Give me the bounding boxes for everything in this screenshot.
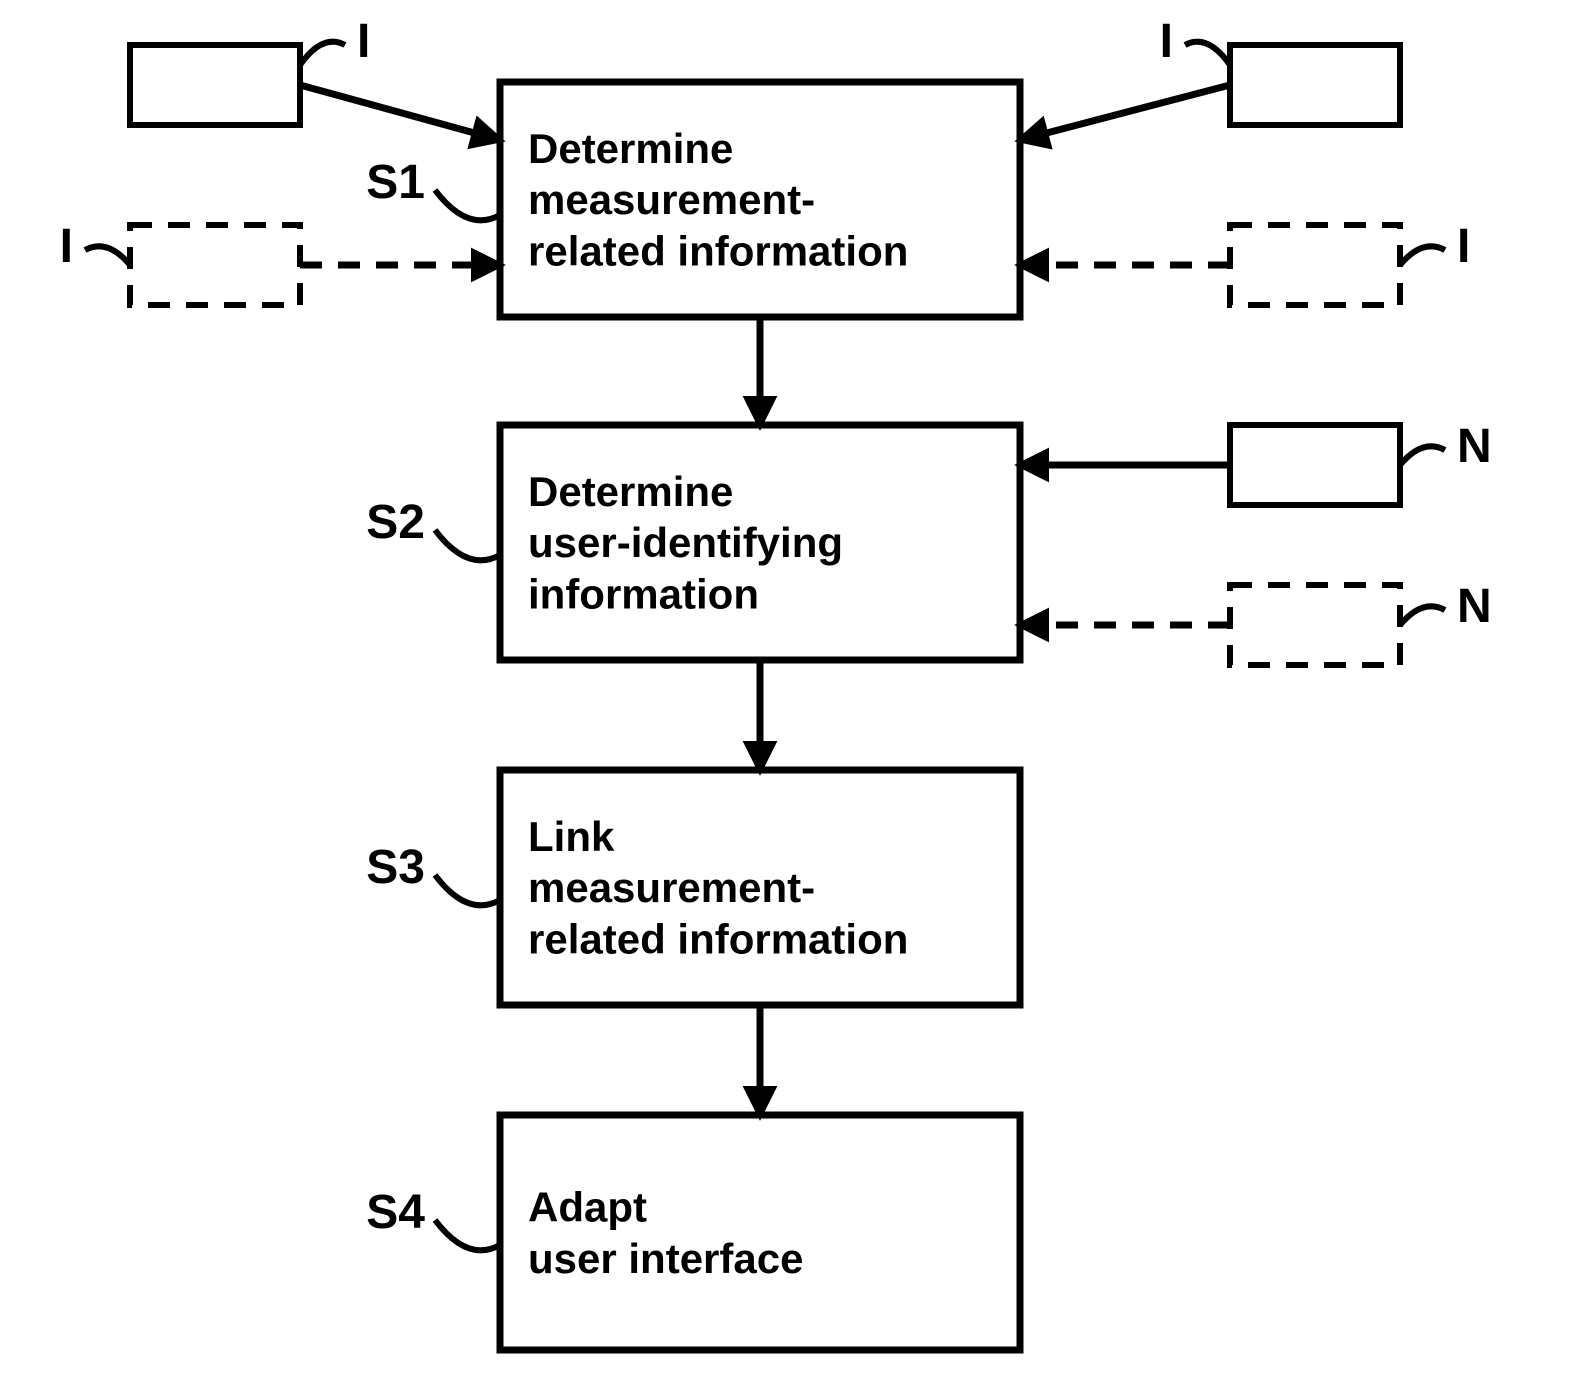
step-s2-line-1: user-identifying: [528, 519, 843, 566]
label-i_mr: I: [1457, 220, 1470, 273]
input-box-i_tl: I: [130, 15, 370, 125]
step-s3-line-0: Link: [528, 813, 615, 860]
label-s3: S3: [366, 841, 425, 894]
leader-s4: [435, 1220, 500, 1250]
step-s1-line-0: Determine: [528, 125, 733, 172]
leader-i_mr: [1400, 246, 1445, 265]
label-s1: S1: [366, 156, 425, 209]
arrow-tl_to_s1: [300, 85, 500, 140]
leader-n_rd: [1400, 606, 1445, 625]
input-box-n_r: N: [1230, 420, 1492, 505]
step-s1-line-1: measurement-: [528, 176, 815, 223]
leader-n_r: [1400, 446, 1445, 465]
leader-s1: [435, 190, 500, 220]
input-box-i_mr: I: [1230, 220, 1470, 305]
step-s3-line-1: measurement-: [528, 864, 815, 911]
step-box-s3: Linkmeasurement-related information S3: [366, 770, 1020, 1005]
step-s4-line-1: user interface: [528, 1235, 803, 1282]
step-s2-line-0: Determine: [528, 468, 733, 515]
step-box-s1: Determinemeasurement-related information…: [366, 82, 1020, 317]
label-n_r: N: [1457, 420, 1492, 473]
leader-i_tr: [1185, 42, 1230, 65]
leader-i_ml: [85, 246, 130, 265]
arrow-tr_to_s1: [1020, 85, 1230, 140]
label-s4: S4: [366, 1186, 425, 1239]
step-s2-line-2: information: [528, 570, 759, 617]
input-box-i_ml: I: [60, 220, 300, 305]
step-box-s2: Determineuser-identifyinginformation S2: [366, 425, 1020, 660]
label-n_rd: N: [1457, 580, 1492, 633]
step-box-s4: Adaptuser interface S4: [366, 1115, 1020, 1350]
label-s2: S2: [366, 496, 425, 549]
leader-i_tl: [300, 42, 345, 65]
step-s3-line-2: related information: [528, 915, 908, 962]
leader-s3: [435, 875, 500, 905]
input-box-n_rd: N: [1230, 580, 1492, 665]
label-i_tr: I: [1160, 15, 1173, 68]
label-i_tl: I: [357, 15, 370, 68]
leader-s2: [435, 530, 500, 560]
label-i_ml: I: [60, 220, 73, 273]
step-s4-line-0: Adapt: [528, 1184, 647, 1231]
step-s1-line-2: related information: [528, 227, 908, 274]
input-box-i_tr: I: [1160, 15, 1400, 125]
